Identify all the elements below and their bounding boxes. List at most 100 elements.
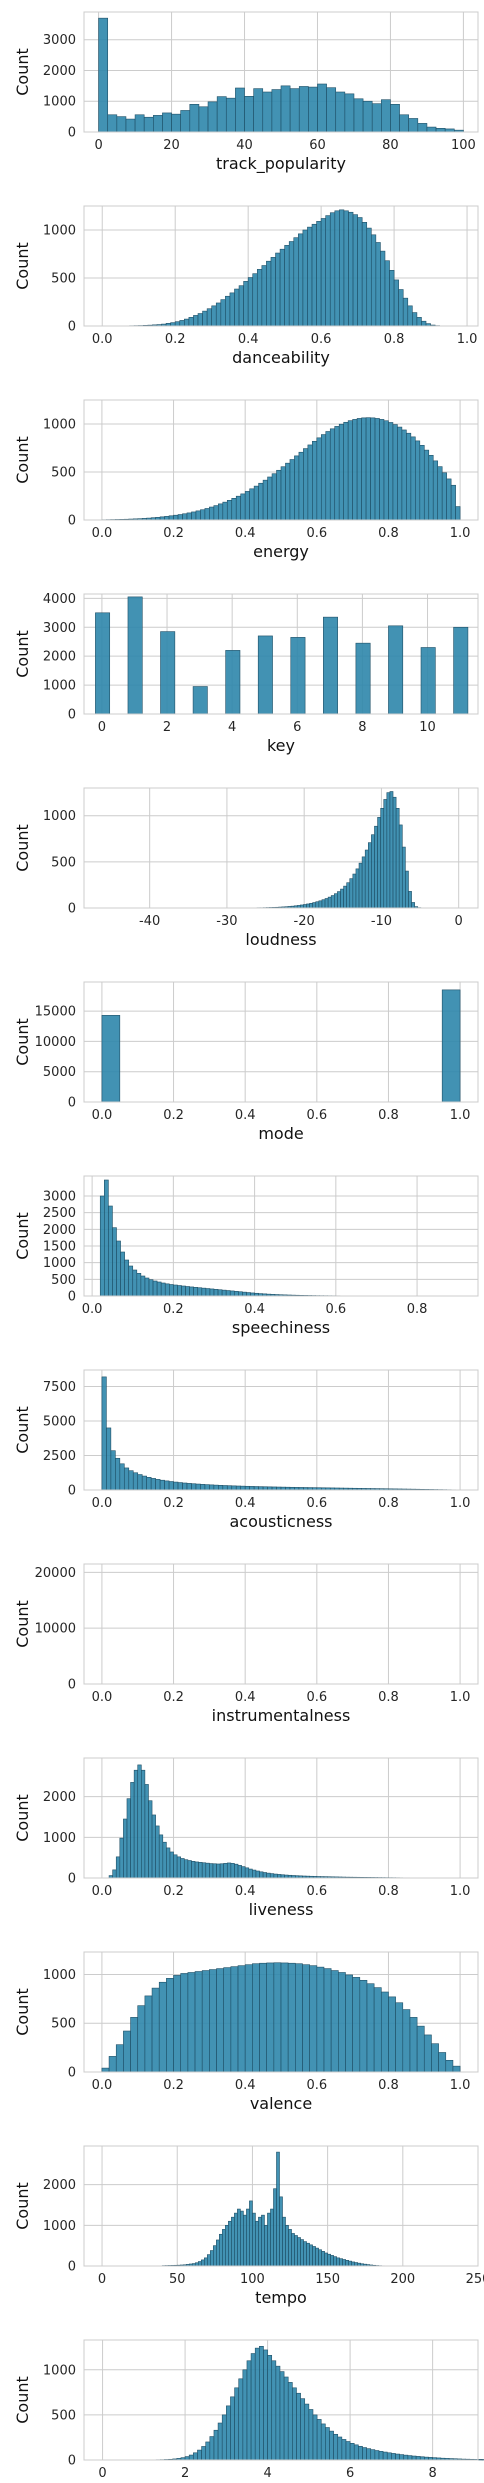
x-axis-label: valence xyxy=(250,2094,312,2113)
histogram-bar xyxy=(108,1205,113,1297)
histogram-bar xyxy=(261,2214,265,2267)
histogram-bar xyxy=(307,444,313,521)
x-tick-label: 0.6 xyxy=(311,332,332,347)
histogram-panel-acousticness: 0.0 0.2 0.4 0.6 0.8 1.0 0 2500 5000 7500 acousticn… xyxy=(13,1369,479,1531)
histogram-bar xyxy=(266,1872,271,1879)
histogram-bar xyxy=(130,1782,135,1879)
x-tick-label: 0.4 xyxy=(235,1496,256,1511)
x-tick-label: 0.6 xyxy=(306,1496,327,1511)
plot-frame xyxy=(83,1563,479,1685)
histogram-bar xyxy=(194,1861,199,1879)
y-tick-label: 5000 xyxy=(43,1065,76,1080)
histogram-bar xyxy=(205,1288,211,1297)
histogram-bar xyxy=(307,226,313,327)
histogram-bar xyxy=(173,514,179,521)
x-tick-label: 0 xyxy=(98,720,106,735)
histogram-bar xyxy=(419,445,425,521)
histogram-bar xyxy=(327,896,332,909)
histogram-bar xyxy=(204,508,210,521)
histogram-bar xyxy=(104,1179,109,1297)
histogram-bar xyxy=(398,289,404,327)
histogram-bar xyxy=(416,2025,425,2073)
x-tick-label: 0.6 xyxy=(306,1108,327,1123)
histogram-bar xyxy=(279,2371,285,2461)
x-tick-label: 1.0 xyxy=(450,1108,471,1123)
y-tick-label: 5000 xyxy=(43,1415,76,1430)
histogram-bar xyxy=(320,218,326,327)
histogram-bar xyxy=(132,1472,139,1491)
histogram-bar xyxy=(200,1484,206,1491)
histogram-bar xyxy=(348,211,354,327)
histogram-panel-duration_min: 0246805001000duration_minCount xyxy=(13,2339,484,2483)
histogram-bar xyxy=(386,792,391,909)
y-tick-label: 0 xyxy=(68,708,76,723)
histogram-bar xyxy=(221,1289,227,1297)
x-tick-label: -10 xyxy=(371,914,392,929)
x-tick-label: 0.2 xyxy=(163,1496,184,1511)
histogram-bar xyxy=(412,312,418,327)
histogram-bar xyxy=(285,462,291,521)
histogram-bar xyxy=(254,2347,260,2461)
histogram-bar xyxy=(136,1273,142,1297)
histogram-bar xyxy=(229,1290,235,1297)
histogram-bar xyxy=(266,260,272,327)
plot-frame xyxy=(83,1951,479,2073)
histogram-bar xyxy=(144,1784,149,1879)
histogram-bar xyxy=(243,2214,247,2267)
histogram-bar xyxy=(209,2436,215,2461)
histogram-bar xyxy=(209,1863,214,1879)
histogram-bar xyxy=(216,2239,220,2267)
x-tick-label: 6 xyxy=(293,720,301,735)
histogram-bar xyxy=(330,895,335,909)
histogram-bar xyxy=(255,2220,259,2267)
histogram-bar xyxy=(335,91,346,133)
histogram-bar xyxy=(315,2247,319,2267)
histogram-bar xyxy=(399,114,409,133)
histogram-bar xyxy=(403,2454,409,2461)
histogram-bar xyxy=(130,2017,139,2073)
histogram-bar xyxy=(298,451,304,521)
histogram-bar xyxy=(191,1483,197,1491)
histogram-bar xyxy=(123,1818,128,1879)
histogram-bar xyxy=(140,1275,146,1297)
histogram-bar xyxy=(115,1457,121,1491)
histogram-bar xyxy=(132,1269,138,1297)
histogram-bar xyxy=(213,505,219,521)
histogram-bar xyxy=(107,114,118,133)
histogram-bar xyxy=(101,1015,121,1103)
histogram-bar xyxy=(343,210,349,327)
x-tick-label: 0.4 xyxy=(235,2078,256,2093)
histogram-bar xyxy=(374,2450,380,2461)
histogram-bar xyxy=(302,229,308,327)
histogram-bar xyxy=(390,104,400,133)
histogram-bar xyxy=(329,2430,334,2461)
histogram-bar xyxy=(334,426,340,521)
histogram-bar xyxy=(298,233,304,327)
histogram-bar xyxy=(450,484,456,521)
histogram-bar xyxy=(380,250,386,327)
y-axis-label: Count xyxy=(13,1600,32,1648)
histogram-bar xyxy=(356,418,362,521)
x-tick-label: 100 xyxy=(240,2272,265,2287)
histogram-bar xyxy=(388,1996,396,2073)
histogram-bar xyxy=(262,479,268,521)
histogram-bar xyxy=(378,2451,384,2461)
histogram-bar xyxy=(282,2216,286,2267)
x-tick-label: 0.8 xyxy=(378,1884,399,1899)
histogram-bar xyxy=(127,596,143,715)
histogram-bar xyxy=(325,431,331,521)
histogram-bar xyxy=(156,1281,162,1297)
histogram-bar xyxy=(252,1963,260,2073)
y-tick-label: 1000 xyxy=(43,809,76,824)
histogram-bar xyxy=(155,1479,161,1491)
histogram-bar xyxy=(315,901,320,909)
x-axis-label: loudness xyxy=(245,930,316,949)
histogram-bar xyxy=(255,1870,260,1879)
histogram-bar xyxy=(256,269,263,327)
histogram-bar xyxy=(198,106,209,133)
histogram-bar xyxy=(134,114,145,133)
histogram-bar xyxy=(101,1376,107,1491)
histogram-bar xyxy=(329,212,336,327)
x-tick-label: 10 xyxy=(419,720,436,735)
histogram-bar xyxy=(395,2002,404,2073)
